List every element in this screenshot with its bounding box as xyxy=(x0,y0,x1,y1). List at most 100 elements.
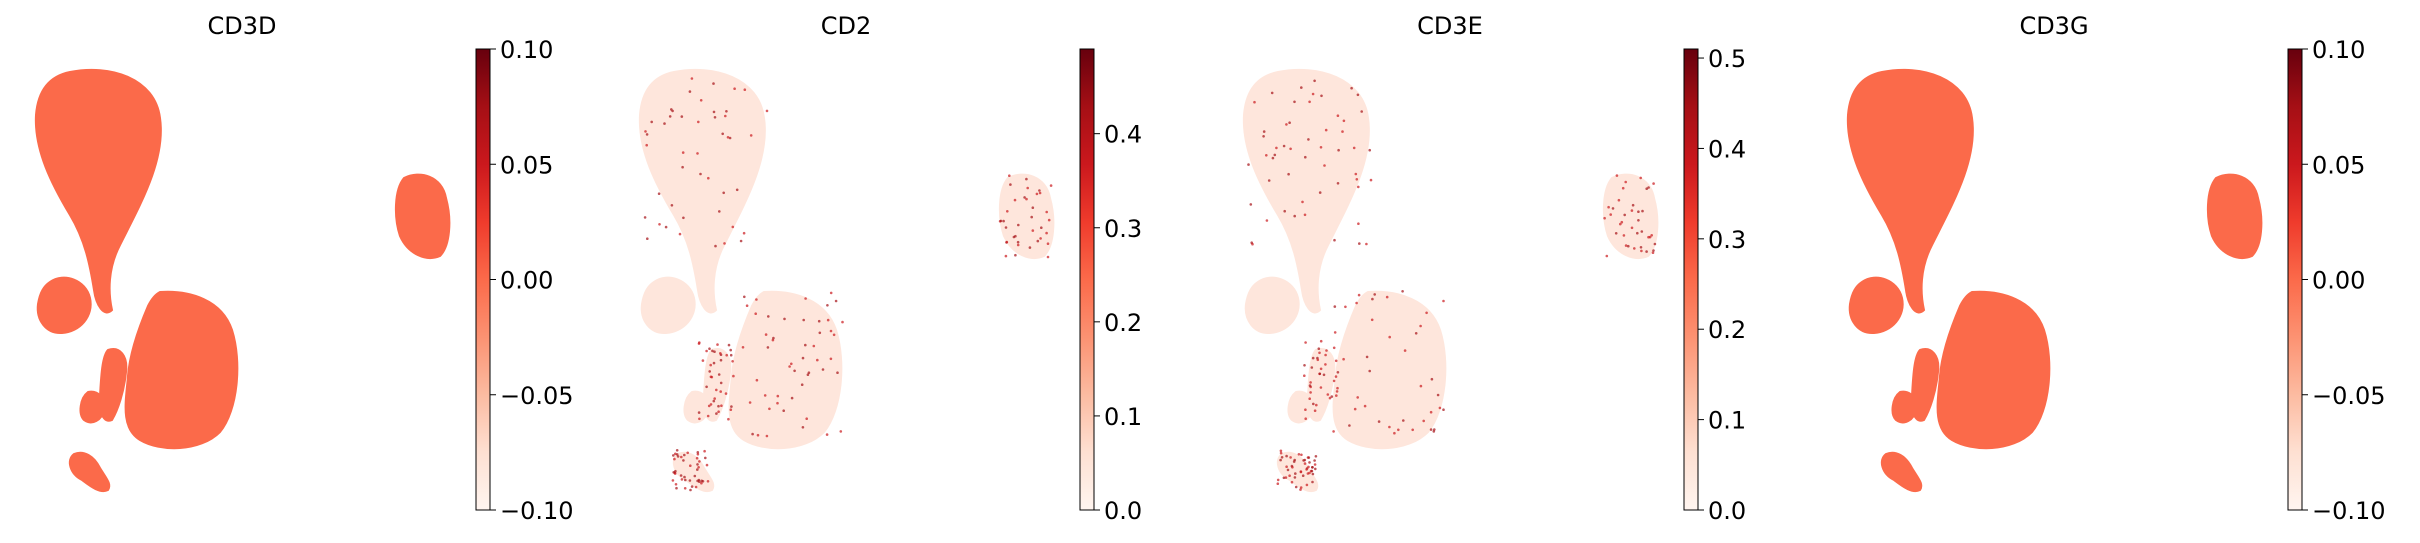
panel-3: CD3E 0.0 0.1 0.2 0.3 0.4 0.5 xyxy=(1242,12,1746,525)
expressing-cell-point xyxy=(1622,234,1626,237)
embedding-points xyxy=(34,68,451,492)
expressing-cell-point xyxy=(1300,86,1303,89)
expressing-cell-point xyxy=(1363,404,1367,408)
expressing-cell-point xyxy=(681,165,684,169)
cell-cluster-2 xyxy=(36,276,92,335)
expressing-cell-point xyxy=(1276,478,1280,482)
expressing-cell-point xyxy=(727,417,730,421)
expressing-cell-point xyxy=(739,239,743,243)
colorbar xyxy=(1079,48,1095,511)
expressing-cell-point xyxy=(1040,226,1043,229)
expressing-cell-point xyxy=(1304,408,1307,412)
cell-cluster-5 xyxy=(79,390,106,424)
colorbar-tick-label: 0.0 xyxy=(1708,497,1746,525)
expressing-cell-point xyxy=(1004,254,1008,258)
expressing-cell-point xyxy=(1393,431,1396,435)
expressing-cell-point xyxy=(1653,242,1657,246)
expressing-cell-point xyxy=(696,463,699,466)
expressing-cell-point xyxy=(1357,293,1361,297)
expressing-cell-point xyxy=(1251,242,1254,246)
expressing-cell-point xyxy=(1332,379,1336,383)
expressing-cell-point xyxy=(1305,483,1309,487)
expressing-cell-point xyxy=(1365,242,1368,246)
cell-cluster-1 xyxy=(638,68,766,314)
expressing-cell-point xyxy=(727,343,731,347)
expressing-cell-point xyxy=(1262,130,1266,133)
expressing-cell-point xyxy=(715,412,718,415)
expressing-cell-point xyxy=(696,468,699,471)
expressing-cell-point xyxy=(1624,180,1627,184)
expressing-cell-point xyxy=(1365,355,1369,359)
expressing-cell-point xyxy=(1311,480,1314,484)
expressing-cell-point xyxy=(698,460,701,463)
expressing-cell-point xyxy=(1275,146,1278,150)
expressing-cell-point xyxy=(1637,219,1640,222)
expressing-cell-point xyxy=(1299,488,1302,491)
expressing-cell-point xyxy=(719,381,723,385)
cell-cluster-6 xyxy=(1276,451,1319,492)
expressing-cell-point xyxy=(1311,472,1315,476)
expressing-cell-point xyxy=(825,433,829,436)
cell-cluster-2 xyxy=(1244,276,1300,335)
expressing-cell-point xyxy=(1332,430,1335,433)
expressing-cell-point xyxy=(801,356,805,360)
expressing-cell-point xyxy=(658,223,661,226)
expressing-cell-point xyxy=(726,136,730,139)
expressing-cell-point xyxy=(1031,229,1035,232)
expressing-cell-point xyxy=(680,115,684,118)
expressing-cell-point xyxy=(802,318,805,322)
expressing-cell-point xyxy=(1354,172,1358,176)
expressing-cell-point xyxy=(695,456,699,460)
expressing-cell-point xyxy=(717,373,721,376)
expressing-cell-point xyxy=(1262,135,1265,138)
expressing-cell-point xyxy=(710,375,714,379)
expressing-cell-point xyxy=(1647,186,1650,189)
expressing-cell-point xyxy=(646,237,649,240)
colorbar-tick-label: −0.05 xyxy=(2312,382,2386,410)
expressing-cell-point xyxy=(782,409,785,413)
expressing-cell-point xyxy=(732,374,735,378)
expressing-cell-point xyxy=(1301,200,1304,204)
expressing-cell-point xyxy=(743,295,746,299)
expressing-cell-point xyxy=(712,82,715,85)
expressing-cell-point xyxy=(1289,147,1292,151)
expressing-cell-point xyxy=(670,204,674,207)
expressing-cell-point xyxy=(1304,417,1307,421)
expressing-cell-point xyxy=(1319,367,1323,371)
expressing-cell-point xyxy=(1621,186,1625,190)
expressing-cell-point xyxy=(1611,207,1615,210)
expressing-cell-point xyxy=(681,151,685,154)
expressing-cell-point xyxy=(821,368,825,371)
expressing-cell-point xyxy=(1293,214,1296,218)
expressing-cell-point xyxy=(706,480,710,483)
expressing-cell-point xyxy=(1002,219,1005,223)
expressing-cell-point xyxy=(733,87,736,90)
expressing-cell-point xyxy=(1311,466,1314,469)
expressing-cell-point xyxy=(707,404,711,408)
expressing-cell-point xyxy=(1369,178,1373,182)
expressing-cell-point xyxy=(683,487,687,490)
expressing-cell-point xyxy=(1249,203,1253,206)
cell-cluster-4 xyxy=(1306,348,1336,422)
expressing-cell-point xyxy=(671,479,675,482)
expressing-cell-point xyxy=(708,347,711,351)
expressing-cell-point xyxy=(1637,210,1640,213)
expressing-cell-point xyxy=(1049,184,1053,187)
expressing-cell-point xyxy=(1651,251,1655,254)
expressing-cell-point xyxy=(1009,183,1012,186)
expressing-cell-point xyxy=(697,120,700,124)
expressing-cell-point xyxy=(686,451,689,455)
expressing-cell-point xyxy=(1330,395,1334,398)
expressing-cell-point xyxy=(765,434,769,438)
expressing-cell-point xyxy=(1288,121,1291,124)
expressing-cell-point xyxy=(1436,393,1440,397)
expressing-cell-point xyxy=(728,136,732,140)
expressing-cell-point xyxy=(826,304,829,307)
expressing-cell-point xyxy=(713,397,716,400)
expressing-cell-point xyxy=(680,478,684,481)
expressing-cell-point xyxy=(1036,239,1040,243)
expressing-cell-point xyxy=(1016,240,1020,244)
expressing-cell-point xyxy=(1324,363,1327,366)
expressing-cell-point xyxy=(839,430,843,433)
expressing-cell-point xyxy=(1623,213,1626,217)
